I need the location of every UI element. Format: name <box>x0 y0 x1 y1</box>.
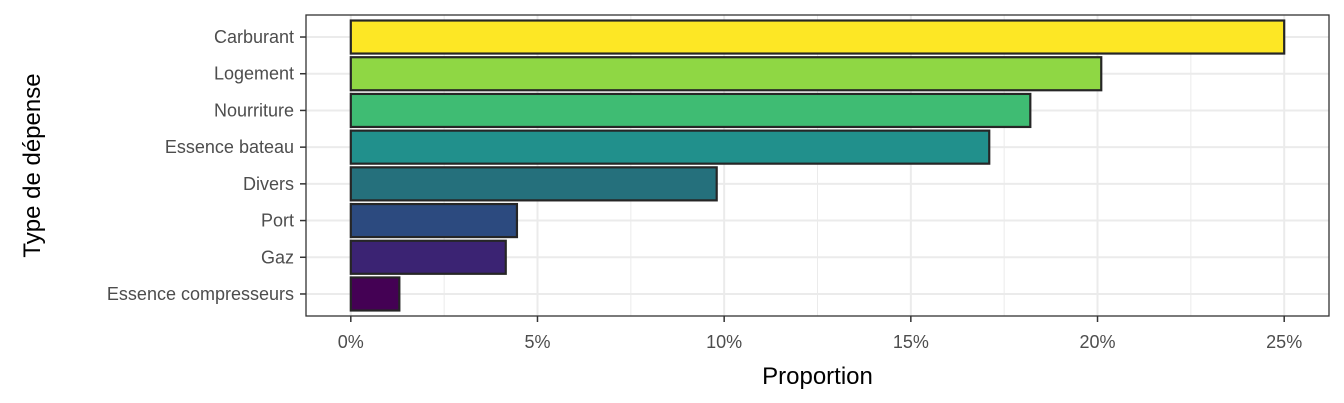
y-axis-title: Type de dépense <box>19 73 46 257</box>
bar-port <box>349 202 519 239</box>
panel-border <box>305 14 1330 317</box>
bar-logement <box>349 56 1103 92</box>
x-tick-label: 25% <box>1266 332 1302 352</box>
x-tick-label: 5% <box>524 332 550 352</box>
y-tick-label: Nourriture <box>214 100 294 120</box>
y-tick-label: Essence bateau <box>165 137 294 157</box>
y-tick-label: Essence compresseurs <box>107 284 294 304</box>
bar-gaz <box>349 239 507 275</box>
bars <box>349 19 1286 312</box>
bar-nourriture <box>349 92 1032 129</box>
x-tick-label: 15% <box>893 332 929 352</box>
x-axis-title: Proportion <box>762 363 873 390</box>
bar-essence-compresseurs <box>349 276 401 312</box>
axes: Carburant Logement Nourriture Essence batea… <box>107 27 1302 352</box>
y-tick-label: Carburant <box>214 27 294 47</box>
x-tick-label: 20% <box>1080 332 1116 352</box>
y-tick-label: Divers <box>243 174 294 194</box>
y-tick-label: Logement <box>214 64 294 84</box>
bar-essence-bateau <box>349 129 991 165</box>
x-tick-label: 0% <box>338 332 364 352</box>
y-tick-label: Port <box>261 211 294 231</box>
x-tick-label: 10% <box>706 332 742 352</box>
y-tick-label: Gaz <box>261 247 294 267</box>
bar-carburant <box>349 19 1286 55</box>
bar-divers <box>349 166 718 202</box>
